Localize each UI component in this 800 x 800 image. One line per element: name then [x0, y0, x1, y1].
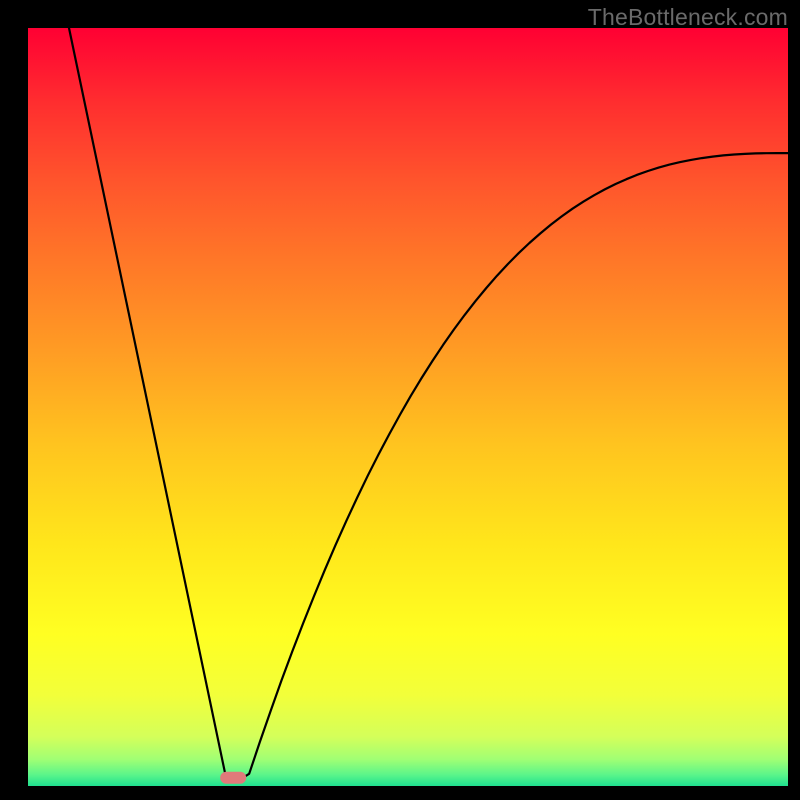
chart-container: TheBottleneck.com [0, 0, 800, 800]
min-marker [220, 772, 246, 784]
plot-area [28, 28, 788, 786]
watermark-text: TheBottleneck.com [588, 4, 788, 31]
bottleneck-chart [0, 0, 800, 800]
